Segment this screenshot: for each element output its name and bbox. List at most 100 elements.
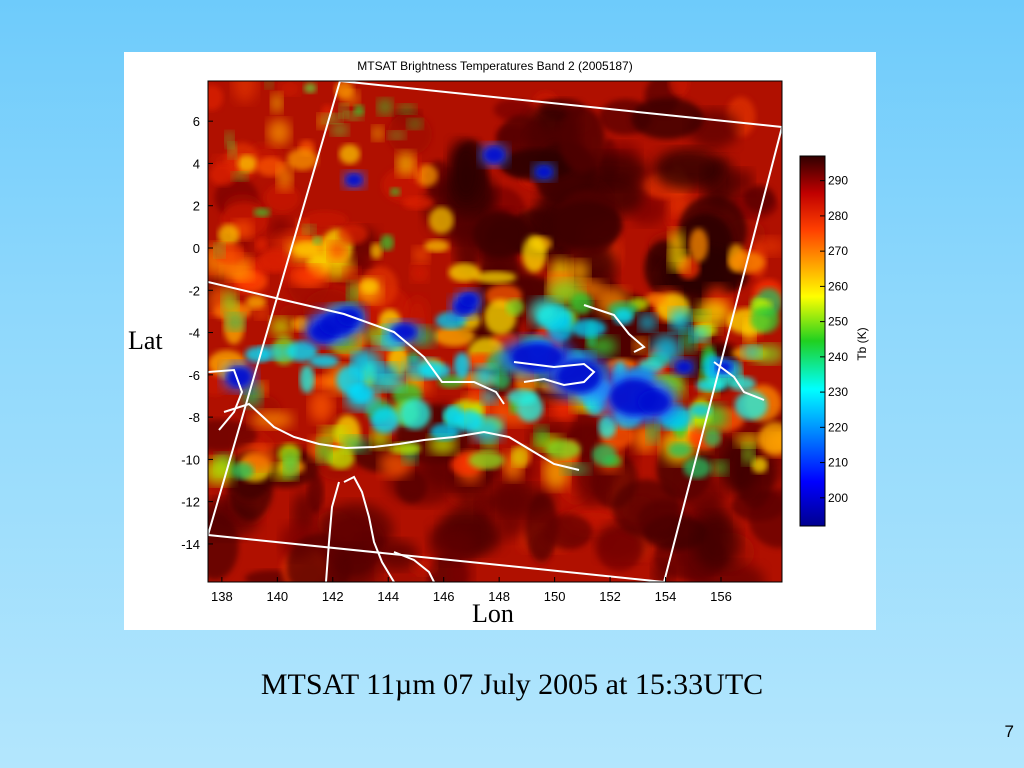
heatmap-cell	[346, 174, 362, 186]
heatmap-cell	[397, 104, 416, 114]
coastline	[343, 475, 395, 582]
x-tick-label: 156	[710, 589, 732, 604]
heatmap-cell	[370, 428, 390, 450]
figure-panel: MTSAT Brightness Temperatures Band 2 (20…	[124, 52, 876, 630]
colorbar-tick-label: 260	[828, 279, 848, 293]
brightness-temperature-chart: MTSAT Brightness Temperatures Band 2 (20…	[181, 59, 869, 604]
heatmap-cell	[703, 429, 722, 447]
heatmap-cell	[638, 314, 657, 331]
heatmap-cell	[346, 282, 358, 307]
heatmap-cell	[343, 267, 360, 282]
heatmap-cell	[668, 250, 690, 272]
heatmap-cell	[388, 131, 406, 140]
heatmap-cell	[456, 409, 483, 433]
heatmap-cell	[308, 390, 334, 423]
heatmap-cell	[424, 239, 450, 253]
heatmap-cell	[380, 234, 394, 251]
heatmap-cell	[473, 365, 497, 387]
y-tick-label: -10	[181, 452, 200, 467]
x-tick-label: 142	[322, 589, 344, 604]
coastline	[393, 551, 435, 582]
heatmap-cell	[570, 319, 607, 338]
heatmap-cell	[264, 183, 300, 212]
heatmap-cell	[591, 444, 617, 466]
heatmap-cell	[645, 293, 667, 306]
heatmap-cell	[474, 271, 517, 284]
heatmap-cell	[453, 352, 471, 380]
heatmap-cell	[612, 479, 680, 537]
x-tick-label: 152	[599, 589, 621, 604]
heatmap-cell	[688, 228, 709, 263]
heatmap-cell	[309, 354, 339, 368]
coastline	[325, 481, 340, 582]
heatmap-cell	[227, 367, 251, 387]
heatmap-cell	[241, 445, 278, 471]
heatmap-cell	[236, 154, 258, 173]
coastline	[223, 402, 580, 471]
heatmap-cell	[228, 142, 237, 159]
heatmap-cell	[371, 125, 384, 141]
x-tick-label: 138	[211, 589, 233, 604]
heatmap-cell	[217, 224, 240, 247]
y-tick-label: -6	[188, 368, 200, 383]
heatmap-cell	[430, 423, 459, 441]
colorbar-tick-label: 280	[828, 209, 848, 223]
y-axis: 6 4 2 0 -2 -4 -6 -8 -10 -12 -14	[181, 114, 213, 552]
heatmap-cell	[255, 237, 268, 252]
heatmap-cell	[735, 433, 763, 448]
heatmap-cell	[232, 172, 248, 181]
heatmap-cell	[638, 390, 670, 414]
heatmap-cell	[543, 454, 570, 490]
colorbar: 290 280 270 260 250 240 230 220 210 200 Tb (K)	[799, 155, 869, 527]
heatmap-cell	[221, 290, 239, 316]
y-tick-label: 4	[193, 156, 200, 171]
heatmap-cell	[341, 90, 360, 106]
heatmap-cell	[254, 306, 268, 320]
coastline	[583, 304, 646, 353]
colorbar-gradient	[799, 155, 826, 527]
heatmap-cell	[751, 457, 768, 474]
heatmap-cell	[631, 97, 704, 140]
colorbar-tick-label: 210	[828, 456, 848, 470]
coastline	[208, 281, 505, 405]
heatmap-cell	[668, 81, 690, 97]
heatmap-cell	[214, 243, 225, 258]
heatmap-cell	[651, 334, 681, 365]
heatmap-cell	[399, 398, 431, 430]
heatmap-cell	[270, 317, 292, 336]
coastline	[513, 361, 596, 387]
heatmap-cell	[396, 151, 416, 177]
colorbar-tick-label: 240	[828, 350, 848, 364]
y-tick-label: -12	[181, 495, 200, 510]
heatmap-cell	[567, 259, 590, 284]
heatmap-cell	[646, 417, 660, 444]
heatmap-cell	[389, 442, 422, 455]
x-tick-label: 154	[655, 589, 677, 604]
heatmap-cell	[512, 447, 526, 467]
heatmap-cell	[598, 415, 617, 439]
slide-caption: MTSAT 11µm 07 July 2005 at 15:33UTC	[260, 668, 764, 701]
heatmap-cell	[472, 211, 526, 258]
colorbar-label: Tb (K)	[855, 327, 869, 360]
heatmap-cell	[505, 298, 525, 316]
heatmap-cell	[545, 439, 581, 459]
heatmap-cell	[312, 235, 322, 245]
colorbar-ticks: 290 280 270 260 250 240 230 220 210 200	[820, 174, 848, 505]
heatmap-cell	[389, 187, 401, 196]
heatmap-cell	[270, 92, 283, 114]
heatmap-cell	[676, 361, 692, 373]
heatmap-cell	[231, 462, 254, 480]
heatmap-cell	[286, 341, 318, 362]
heatmap-cell	[338, 144, 361, 165]
heatmap-cell	[536, 166, 552, 178]
heatmap-cell	[307, 472, 324, 514]
heatmap-cell	[429, 528, 476, 565]
colorbar-tick-label: 290	[828, 174, 848, 188]
heatmap-cell	[303, 224, 316, 235]
heatmap-cell	[369, 375, 405, 392]
heatmap-cell	[689, 326, 710, 342]
heatmap-cell	[493, 471, 529, 539]
heatmap-cell	[377, 98, 393, 116]
heatmap-cell	[492, 370, 511, 390]
heatmap-cell	[468, 451, 505, 470]
